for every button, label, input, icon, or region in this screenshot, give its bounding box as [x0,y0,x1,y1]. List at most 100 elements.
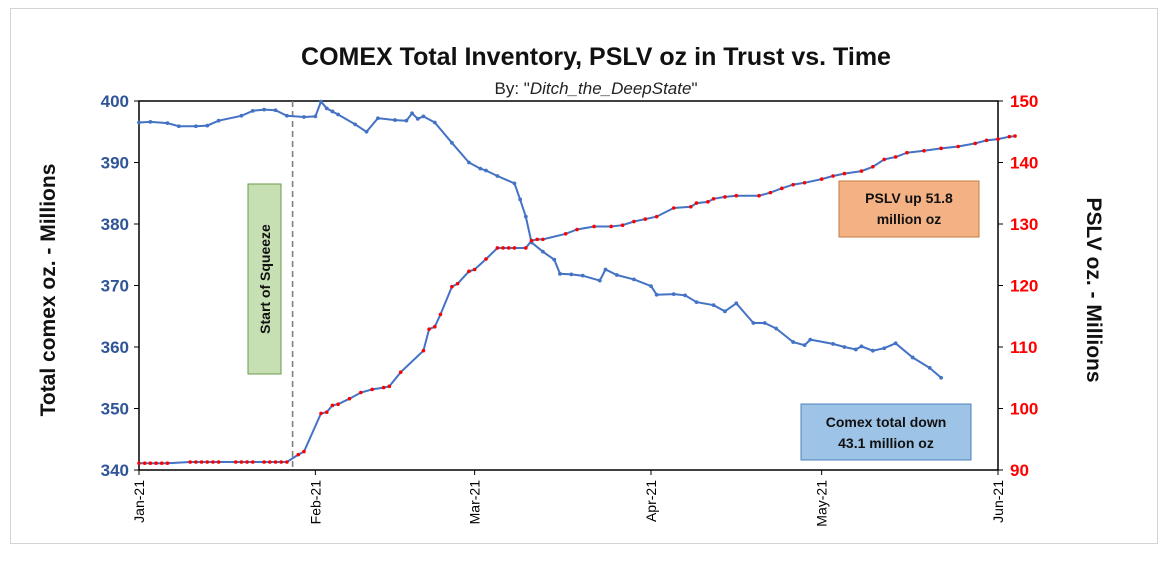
comex-data-point [853,347,858,352]
pslv-data-point [239,460,244,464]
y-right-tick-label: 130 [1010,215,1038,234]
comex-annotation-box [800,403,972,461]
pslv-data-point [250,460,255,464]
comex-data-point [552,257,557,262]
pslv-data-point [654,214,659,219]
comex-data-point [910,355,915,360]
pslv-data-point [609,224,613,229]
plot-area: 340 350 360 370 380 390 400 90 100 110 120 130 140 15… [101,92,1039,527]
comex-data-point [239,113,244,118]
pslv-data-point [780,186,784,191]
pslv-data-point [148,461,153,466]
comex-data-point [831,342,835,346]
comex-data-point [176,124,181,129]
comex-data-point [654,292,659,297]
comex-data-point [927,366,932,370]
pslv-data-point [137,461,141,466]
pslv-data-point [433,324,437,329]
y-right-tick-label: 110 [1010,338,1037,357]
pslv-data-point [563,232,568,236]
y-left-tick-label: 400 [101,92,129,111]
chart-svg: COMEX Total Inventory, PSLV oz in Trust … [37,43,1105,527]
pslv-data-point [336,402,340,406]
y-left-tick-label: 360 [101,338,129,357]
pslv-data-point [165,461,170,466]
comex-data-point [302,115,306,119]
y-right-tick-label: 150 [1010,92,1038,111]
pslv-data-point [245,460,249,464]
pslv-data-point [819,177,824,181]
pslv-data-point [711,196,716,201]
comex-data-point [723,309,727,314]
pslv-data-point [996,137,1000,141]
pslv-data-point [495,246,500,250]
comex-data-point [415,116,420,121]
pslv-annotation-line2: million oz [877,211,942,227]
pslv-data-point [438,312,443,317]
comex-data-point [734,301,739,306]
pslv-data-point [973,141,978,146]
pslv-data-point [893,155,898,159]
pslv-data-point [706,200,710,204]
comex-data-point [421,114,426,119]
comex-data-point [319,99,323,104]
pslv-data-point [319,411,323,416]
pslv-data-point [1007,134,1012,139]
pslv-data-point [472,267,477,272]
pslv-data-point [1013,134,1017,138]
pslv-data-point [450,284,454,289]
pslv-data-point [842,171,847,176]
comex-data-point [404,118,409,123]
pslv-data-point [859,169,864,173]
comex-data-point [808,337,813,342]
pslv-data-point [632,219,636,224]
subtitle-prefix: By: " [495,79,530,98]
chart-title: COMEX Total Inventory, PSLV oz in Trust … [301,43,891,71]
comex-data-point [432,120,437,125]
comex-data-point [449,140,454,145]
comex-data-point [484,168,488,173]
comex-data-point [148,120,153,124]
comex-data-point [802,343,807,348]
pslv-data-point [359,390,363,395]
y-left-tick-label: 370 [101,277,129,296]
pslv-data-point [501,246,505,250]
pslv-data-point [381,385,386,390]
pslv-data-point [273,460,278,464]
y-right-tick-label: 120 [1010,277,1038,296]
pslv-data-point [154,461,158,466]
comex-data-point [649,284,653,289]
pslv-data-point [455,281,460,286]
pslv-data-point [302,449,306,454]
comex-annotation-line2: 43.1 million oz [838,435,934,451]
comex-data-point [882,346,887,351]
pslv-data-point [159,461,164,466]
y-left-axis-title: Total comex oz. - Millions [37,164,60,417]
comex-data-point [614,273,619,277]
x-tick-label: Feb-21 [307,480,323,525]
comex-data-point [193,124,198,129]
pslv-data-point [882,157,887,162]
comex-data-point [580,273,585,278]
pslv-annotation-line1: PSLV up 51.8 [865,190,953,206]
comex-data-point [870,348,875,353]
pslv-data-point [768,190,773,195]
subtitle-suffix: " [691,79,697,98]
pslv-data-point [575,227,579,232]
pslv-data-point [689,204,693,209]
comex-data-point [467,160,471,165]
comex-data-point [859,344,864,349]
squeeze-annotation-box [247,183,282,375]
pslv-data-point [535,237,540,242]
y-left-tick-label: 380 [101,215,129,234]
pslv-data-point [188,460,192,464]
comex-data-point [336,112,341,117]
x-tick-label: Jan-21 [131,480,147,523]
y-left-tick-label: 350 [101,400,129,419]
comex-data-point [762,321,767,325]
comex-data-point [683,293,688,298]
comex-data-point [376,116,380,121]
pslv-data-point [524,246,528,250]
comex-data-point [842,345,847,349]
pslv-data-point [734,193,739,198]
